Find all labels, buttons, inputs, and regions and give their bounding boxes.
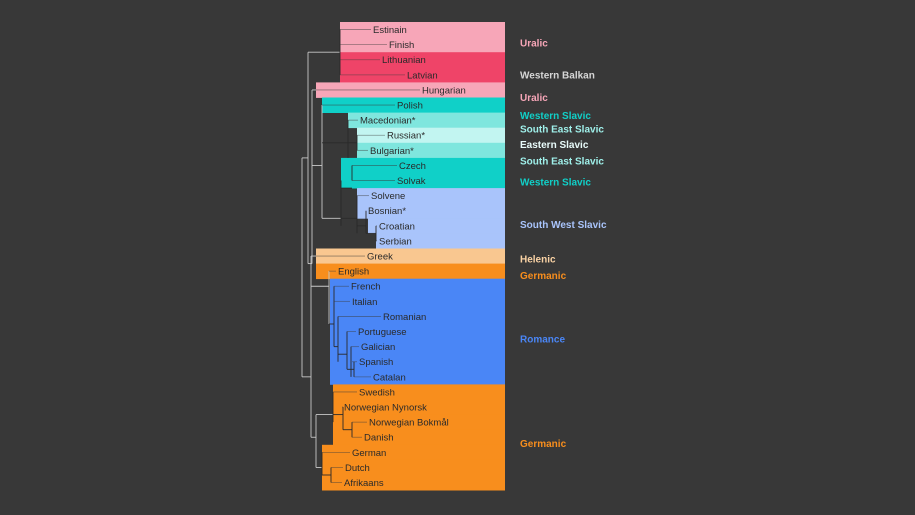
- leaf-band: [322, 97, 505, 113]
- leaf-band: [330, 354, 505, 370]
- leaf-band: [340, 67, 505, 83]
- leaf-label: Latvian: [407, 70, 438, 81]
- leaf-label: Norwegian Bokmål: [369, 418, 449, 429]
- leaf-label: Macedonian*: [360, 116, 416, 127]
- leaf-band: [340, 37, 505, 53]
- group-label: Western Balkan: [520, 70, 595, 81]
- leaf-label: Portuguese: [358, 327, 407, 338]
- leaf-band: [368, 218, 505, 234]
- group-label: South East Slavic: [520, 125, 604, 136]
- leaf-band: [322, 475, 505, 491]
- leaf-band: [330, 308, 505, 325]
- leaf-label: Romanian: [383, 312, 426, 323]
- leaf-label: Russian*: [387, 131, 425, 142]
- leaf-band: [376, 233, 505, 249]
- leaf-band: [330, 293, 505, 310]
- leaf-label: Afrikaans: [344, 478, 384, 489]
- leaf-band: [333, 414, 505, 431]
- leaf-label: Finish: [389, 40, 414, 51]
- leaf-label: French: [351, 282, 381, 293]
- group-label: Germanic: [520, 271, 567, 282]
- leaf-label: Spanish: [359, 357, 393, 368]
- leaf-label: Bosnian*: [368, 206, 406, 217]
- leaf-band: [322, 459, 505, 476]
- leaf-label: Galician: [361, 342, 395, 353]
- leaf-label: Swedish: [359, 387, 395, 398]
- leaf-label: Lithuanian: [382, 55, 426, 66]
- group-label: Romance: [520, 335, 565, 346]
- group-label: Uralic: [520, 39, 548, 50]
- leaf-band: [341, 173, 505, 189]
- leaf-band: [340, 52, 505, 68]
- leaf-band: [340, 22, 505, 38]
- group-label: Helenic: [520, 255, 556, 266]
- group-label: South West Slavic: [520, 220, 607, 231]
- leaf-label: German: [352, 448, 386, 459]
- leaf-band: [333, 399, 505, 415]
- group-label: Germanic: [520, 439, 567, 450]
- group-label: South East Slavic: [520, 156, 604, 167]
- leaf-band: [330, 339, 505, 355]
- leaf-labels: Estinain Finish Lithuanian Latvian Hungarian…: [338, 25, 466, 489]
- tree-branches: [301, 29, 377, 483]
- leaf-band: [357, 188, 505, 204]
- leaf-band: [322, 444, 505, 461]
- leaf-label: Solvak: [397, 176, 426, 187]
- leaf-label: Italian: [352, 297, 377, 308]
- group-label: Western Slavic: [520, 111, 591, 122]
- leaf-band: [330, 278, 505, 295]
- leaf-bands: [316, 22, 505, 491]
- leaf-label: Polish: [397, 100, 423, 111]
- leaf-label: Catalan: [373, 372, 406, 383]
- leaf-label: Norwegian Nynorsk: [344, 402, 427, 413]
- leaf-label: Croatian: [379, 221, 415, 232]
- leaf-band: [357, 142, 505, 159]
- leaf-label: Greek: [367, 251, 393, 262]
- leaf-band: [330, 369, 505, 385]
- leaf-band: [357, 203, 505, 219]
- leaf-band: [316, 263, 505, 280]
- leaf-label: Dutch: [345, 463, 370, 474]
- leaf-band: [333, 429, 505, 446]
- leaf-label: Solvene: [371, 191, 405, 202]
- group-label: Western Slavic: [520, 178, 591, 189]
- leaf-band: [348, 112, 505, 129]
- leaf-label: Estinain: [373, 25, 407, 36]
- group-labels: Uralic Western Balkan Uralic Western Slavic…: [520, 39, 607, 450]
- leaf-label: Bulgarian*: [370, 146, 414, 157]
- leaf-band: [357, 127, 505, 144]
- leaf-connectors: [316, 29, 420, 483]
- leaf-label: Serbian: [379, 236, 412, 247]
- leaf-band: [330, 324, 505, 340]
- leaf-band: [333, 384, 505, 400]
- leaf-label: English: [338, 267, 369, 278]
- group-label: Eastern Slavic: [520, 140, 589, 151]
- leaf-band: [341, 157, 505, 174]
- leaf-label: Czech: [399, 161, 426, 172]
- group-label: Uralic: [520, 93, 548, 104]
- leaf-band: [316, 248, 505, 264]
- leaf-label: Danish: [364, 433, 394, 444]
- leaf-label: Hungarian: [422, 85, 466, 96]
